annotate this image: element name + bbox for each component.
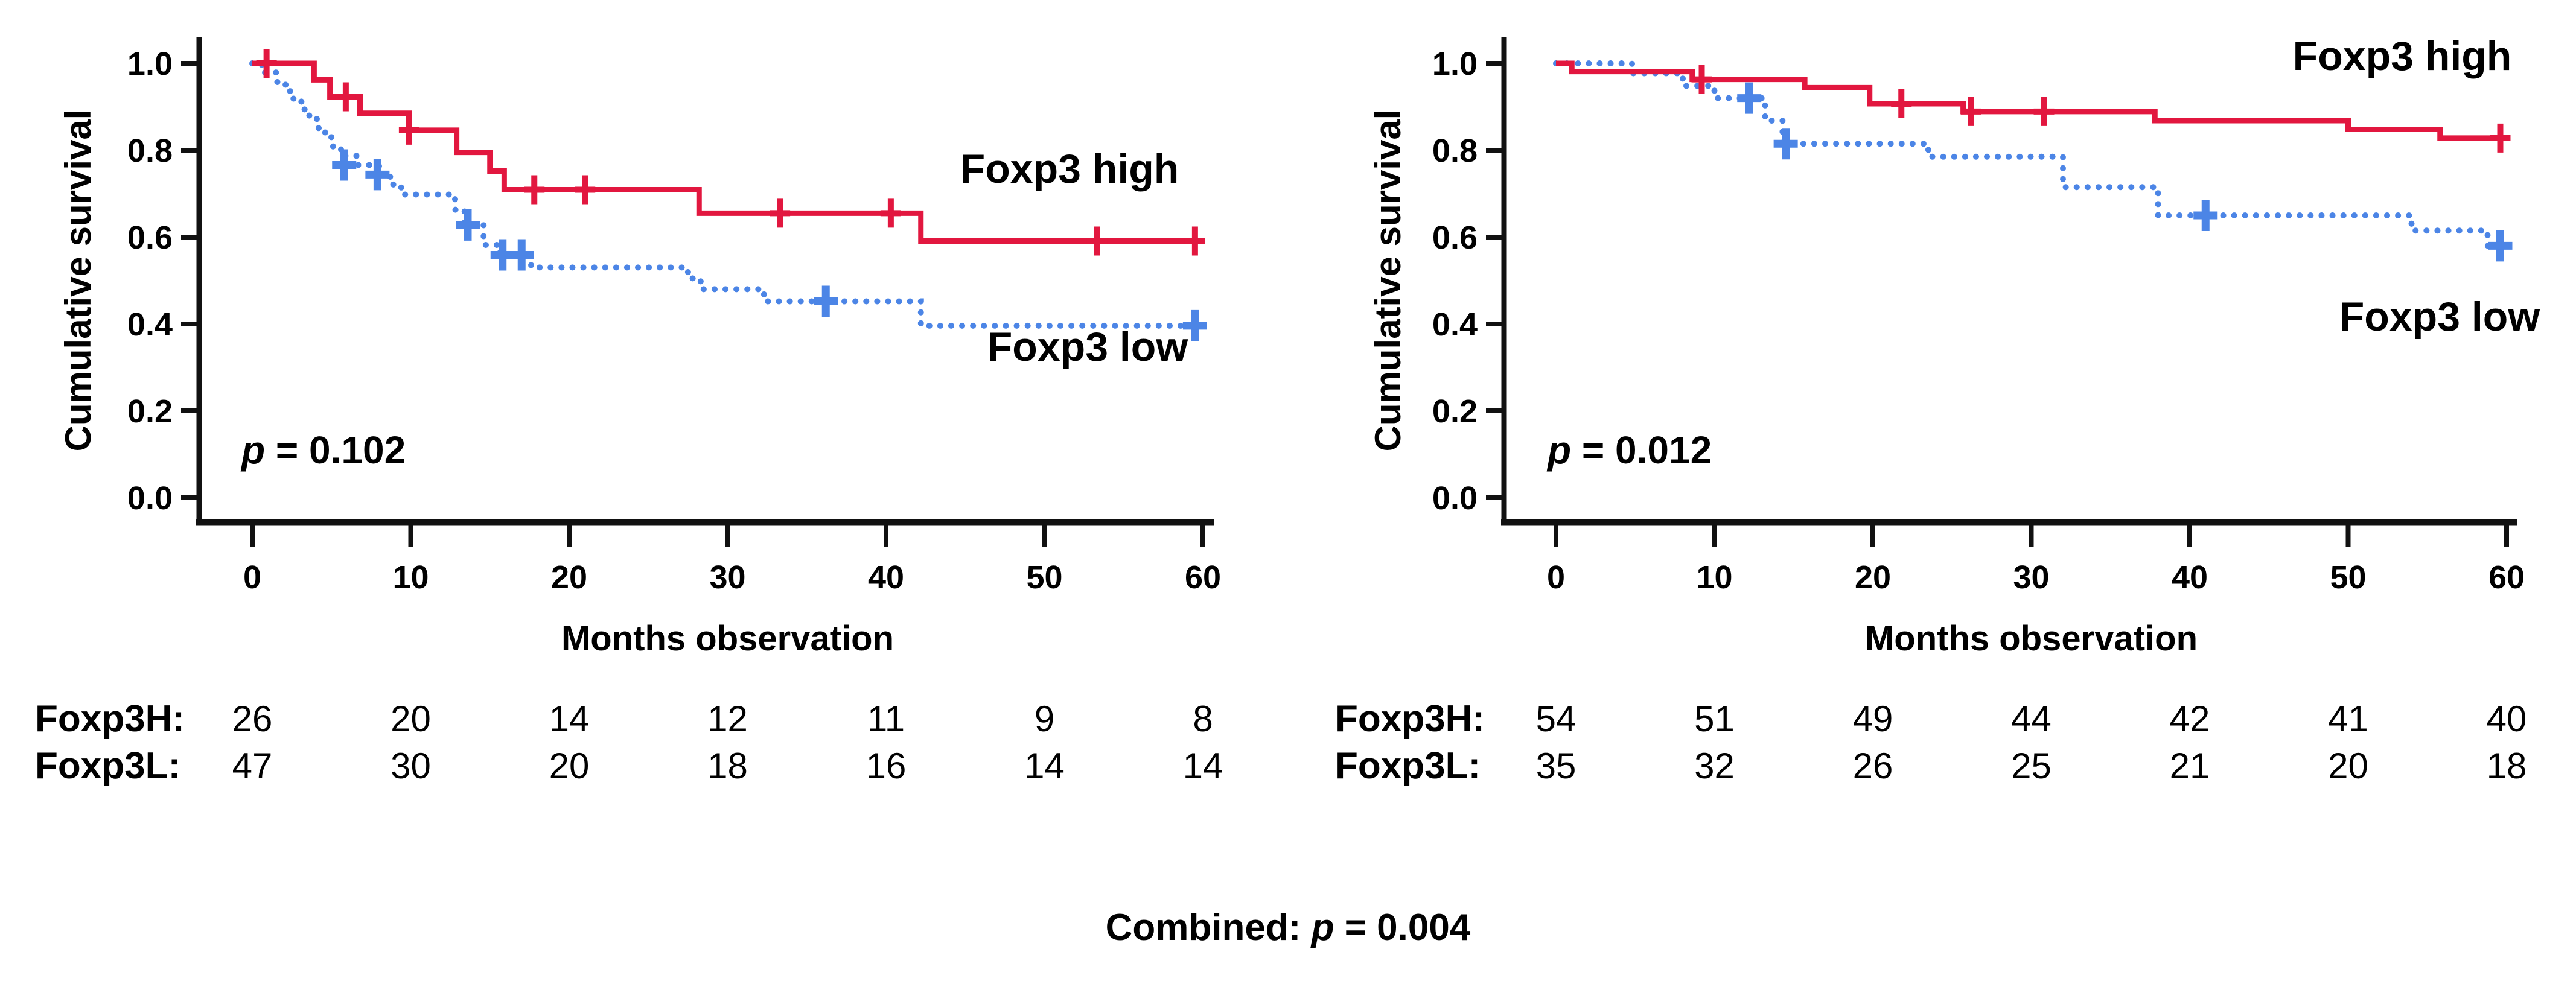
at-risk-count: 49 <box>1853 699 1893 739</box>
x-axis-title: Months observation <box>561 619 894 658</box>
survival-curve-foxp3-high <box>1556 60 2507 141</box>
at-risk-count: 51 <box>1694 699 1735 739</box>
at-risk-count: 35 <box>1536 746 1577 786</box>
survival-curve-foxp3-low <box>249 60 1206 329</box>
combined-p-symbol: p <box>1311 907 1334 948</box>
x-tick-label: 10 <box>392 559 429 595</box>
survival-curve-foxp3-high <box>252 60 1203 244</box>
series-label-foxp3-low: Foxp3 low <box>2339 294 2541 340</box>
y-tick-label: 0.4 <box>127 306 173 343</box>
y-tick-label: 0.6 <box>1432 220 1478 256</box>
x-tick-label: 40 <box>868 559 904 595</box>
at-risk-count: 26 <box>232 699 273 739</box>
x-tick-label: 0 <box>243 559 261 595</box>
y-tick-label: 0.0 <box>127 480 173 516</box>
x-axis-title: Months observation <box>1865 619 2198 658</box>
combined-p-value: Combined: p = 0.004 <box>0 906 2576 949</box>
combined-p-number: = 0.004 <box>1334 907 1471 948</box>
y-tick-label: 0.4 <box>1432 306 1478 343</box>
at-risk-count: 16 <box>866 746 907 786</box>
x-tick-label: 50 <box>1026 559 1062 595</box>
x-tick-label: 30 <box>709 559 745 595</box>
x-tick-label: 50 <box>2330 559 2366 595</box>
at-risk-count: 8 <box>1193 699 1213 739</box>
at-risk-count: 21 <box>2170 746 2210 786</box>
x-tick-label: 60 <box>1185 559 1221 595</box>
km-plot-left: 0.0 0.2 0.4 0.6 0.8 1.0 0 10 20 30 40 50 60 Months ob… <box>35 37 1223 787</box>
x-tick-label: 40 <box>2172 559 2208 595</box>
at-risk-count: 32 <box>1694 746 1735 786</box>
at-risk-count: 30 <box>391 746 431 786</box>
y-tick-label: 0.8 <box>1432 133 1478 169</box>
x-tick-label: 10 <box>1696 559 1732 595</box>
y-tick-label: 1.0 <box>1432 46 1478 82</box>
at-risk-count: 20 <box>2328 746 2368 786</box>
series-label-foxp3-high: Foxp3 high <box>960 146 1179 192</box>
at-risk-count: 14 <box>1183 746 1223 786</box>
at-risk-count: 42 <box>2170 699 2210 739</box>
y-tick-label: 0.8 <box>127 133 173 169</box>
y-tick-label: 1.0 <box>127 46 173 82</box>
at-risk-count: 14 <box>1024 746 1065 786</box>
at-risk-count: 18 <box>2487 746 2527 786</box>
at-risk-count: 9 <box>1035 699 1054 739</box>
x-tick-label: 20 <box>1855 559 1891 595</box>
at-risk-count: 20 <box>391 699 431 739</box>
km-plot-right: 0.0 0.2 0.4 0.6 0.8 1.0 0 10 20 30 40 50 60 Months ob… <box>1335 33 2541 787</box>
y-axis-title: Cumulative survival <box>58 110 98 452</box>
y-tick-label: 0.2 <box>1432 393 1478 430</box>
at-risk-count: 40 <box>2487 699 2527 739</box>
x-tick-label: 0 <box>1547 559 1565 595</box>
at-risk-row-label: Foxp3H: <box>1335 698 1485 740</box>
at-risk-row-label: Foxp3L: <box>1335 745 1481 787</box>
y-tick-label: 0.6 <box>127 220 173 256</box>
p-value-label: p = 0.102 <box>240 428 406 472</box>
at-risk-count: 25 <box>2011 746 2052 786</box>
y-tick-label: 0.2 <box>127 393 173 430</box>
at-risk-count: 44 <box>2011 699 2052 739</box>
at-risk-count: 47 <box>232 746 273 786</box>
at-risk-count: 18 <box>707 746 748 786</box>
at-risk-count: 12 <box>707 699 748 739</box>
at-risk-count: 54 <box>1536 699 1577 739</box>
x-tick-label: 20 <box>551 559 587 595</box>
survival-curve-foxp3-low <box>1553 60 2510 249</box>
series-label-foxp3-high: Foxp3 high <box>2293 33 2512 79</box>
series-label-foxp3-low: Foxp3 low <box>987 324 1189 370</box>
y-tick-label: 0.0 <box>1432 480 1478 516</box>
y-axis-title: Cumulative survival <box>1368 110 1408 452</box>
at-risk-row-label: Foxp3H: <box>35 698 185 740</box>
p-value-label: p = 0.012 <box>1546 428 1712 472</box>
x-tick-label: 30 <box>2013 559 2049 595</box>
at-risk-row-label: Foxp3L: <box>35 745 180 787</box>
at-risk-count: 20 <box>549 746 590 786</box>
at-risk-count: 41 <box>2328 699 2368 739</box>
at-risk-count: 11 <box>867 699 905 739</box>
at-risk-count: 26 <box>1853 746 1893 786</box>
x-tick-label: 60 <box>2488 559 2525 595</box>
combined-prefix: Combined: <box>1105 907 1312 948</box>
at-risk-count: 14 <box>549 699 590 739</box>
